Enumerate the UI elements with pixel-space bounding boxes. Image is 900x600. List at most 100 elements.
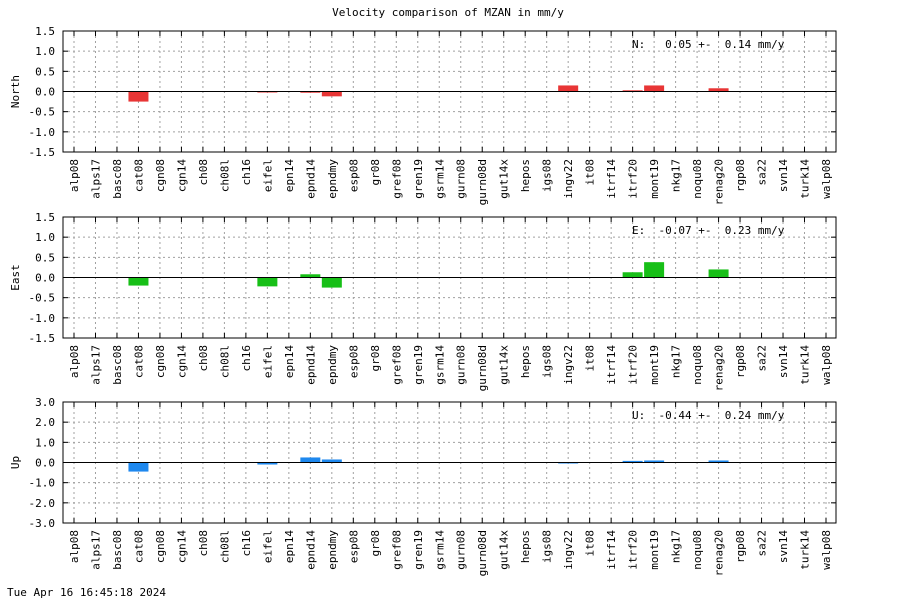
y-tick-label: -1.5: [29, 332, 56, 345]
x-tick-label-gr08: gr08: [369, 345, 382, 372]
x-tick-label-rgp08: rgp08: [734, 345, 747, 378]
x-tick-label-mont19: mont19: [648, 159, 661, 199]
x-tick-label-sa22: sa22: [756, 345, 769, 372]
x-tick-label-eifel: eifel: [261, 345, 274, 378]
y-tick-label: 2.0: [35, 416, 55, 429]
x-tick-label-cat08: cat08: [132, 345, 145, 378]
x-tick-label-svn14: svn14: [777, 530, 790, 563]
x-tick-label-itrf14: itrf14: [605, 530, 618, 570]
x-tick-label-epndmy: epndmy: [326, 159, 339, 199]
x-tick-label-turk14: turk14: [799, 159, 812, 199]
x-tick-label-sa22: sa22: [756, 530, 769, 557]
bar-up-cat08: [128, 462, 149, 472]
x-tick-label-alp08: alp08: [68, 345, 81, 378]
x-tick-label-renag20: renag20: [713, 530, 726, 576]
bar-east-epndmy: [321, 277, 342, 288]
x-tick-label-ingv22: ingv22: [562, 345, 575, 385]
bar-up-mont19: [644, 460, 665, 463]
x-tick-label-ingv22: ingv22: [562, 530, 575, 570]
x-tick-label-epn14: epn14: [283, 159, 296, 192]
x-tick-label-gsrm14: gsrm14: [433, 530, 446, 570]
bar-east-cat08: [128, 277, 149, 286]
x-tick-label-ingv22: ingv22: [562, 159, 575, 199]
x-tick-label-epnd14: epnd14: [304, 530, 317, 570]
x-tick-label-gurn08: gurn08: [455, 159, 468, 199]
x-tick-label-noqu08: noqu08: [691, 345, 704, 385]
panel-up: 3.0 2.0 1.0 0.0 -1.0 -2.0 -3.0 alp08 alps17 basc0…: [9, 396, 837, 576]
x-tick-label-cgn14: cgn14: [175, 530, 188, 563]
x-tick-label-it08: it08: [584, 345, 597, 372]
bar-up-renag20: [708, 460, 729, 463]
x-tick-label-ch08l: ch08l: [218, 159, 231, 192]
x-tick-label-alp08: alp08: [68, 159, 81, 192]
x-tick-label-gref08: gref08: [390, 159, 403, 199]
x-tick-label-alps17: alps17: [89, 345, 102, 385]
x-tick-label-cat08: cat08: [132, 159, 145, 192]
x-tick-label-cgn14: cgn14: [175, 345, 188, 378]
y-tick-label: 1.0: [35, 436, 55, 449]
bar-north-ingv22: [558, 85, 579, 92]
x-tick-label-ch16: ch16: [240, 530, 253, 557]
x-tick-label-gref08: gref08: [390, 345, 403, 385]
x-tick-label-nkg17: nkg17: [670, 530, 683, 563]
x-tick-label-epndmy: epndmy: [326, 530, 339, 570]
y-axis-label: East: [9, 264, 22, 291]
x-tick-label-itrf20: itrf20: [627, 345, 640, 385]
bar-north-cat08: [128, 91, 149, 102]
x-tick-label-itrf14: itrf14: [605, 345, 618, 385]
x-tick-label-itrf20: itrf20: [627, 159, 640, 199]
x-tick-label-gurn08d: gurn08d: [476, 159, 489, 205]
x-tick-label-noqu08: noqu08: [691, 530, 704, 570]
stats-annotation: N: 0.05 +- 0.14 mm/y: [632, 38, 785, 51]
y-tick-label: 0.0: [35, 86, 55, 99]
bar-up-eifel: [257, 462, 278, 465]
x-tick-label-ch16: ch16: [240, 345, 253, 372]
x-tick-label-ch16: ch16: [240, 159, 253, 186]
bar-north-mont19: [644, 85, 665, 92]
y-tick-label: 3.0: [35, 396, 55, 409]
bar-up-ingv22: [558, 462, 579, 464]
y-tick-label: -2.0: [29, 497, 56, 510]
y-tick-label: -1.5: [29, 146, 56, 159]
bar-east-mont19: [644, 262, 665, 278]
x-tick-label-gurn08d: gurn08d: [476, 345, 489, 391]
x-tick-label-gren19: gren19: [412, 159, 425, 199]
y-tick-label: 0.5: [35, 251, 55, 264]
x-tick-label-igs08: igs08: [541, 530, 554, 563]
x-tick-label-cgn08: cgn08: [154, 159, 167, 192]
bar-east-epnd14: [300, 274, 321, 278]
y-tick-label: 1.0: [35, 45, 55, 58]
x-tick-label-svn14: svn14: [777, 345, 790, 378]
x-tick-label-epnd14: epnd14: [304, 159, 317, 199]
x-tick-label-itrf14: itrf14: [605, 159, 618, 199]
x-tick-label-noqu08: noqu08: [691, 159, 704, 199]
y-tick-label: -1.0: [29, 312, 56, 325]
x-tick-label-walp08: walp08: [820, 345, 833, 385]
x-tick-label-sa22: sa22: [756, 159, 769, 186]
x-tick-label-epndmy: epndmy: [326, 345, 339, 385]
x-tick-label-gr08: gr08: [369, 530, 382, 557]
panel-east: 1.5 1.0 0.5 0.0 -0.5 -1.0 -1.5 alp08 alps17 basc0…: [9, 211, 837, 391]
x-tick-label-gut14x: gut14x: [498, 530, 511, 570]
x-tick-label-ch08l: ch08l: [218, 345, 231, 378]
x-tick-label-cgn14: cgn14: [175, 159, 188, 192]
x-tick-label-epnd14: epnd14: [304, 345, 317, 385]
x-tick-label-eifel: eifel: [261, 530, 274, 563]
y-tick-label: 1.5: [35, 211, 55, 224]
y-tick-label: -0.5: [29, 292, 56, 305]
x-tick-label-epn14: epn14: [283, 530, 296, 563]
x-tick-label-gr08: gr08: [369, 159, 382, 186]
y-tick-label: 0.0: [35, 272, 55, 285]
x-tick-label-nkg17: nkg17: [670, 345, 683, 378]
bar-north-itrf20: [622, 90, 643, 92]
x-tick-label-cgn08: cgn08: [154, 530, 167, 563]
x-tick-label-gren19: gren19: [412, 345, 425, 385]
x-tick-label-gsrm14: gsrm14: [433, 159, 446, 199]
y-tick-label: -0.5: [29, 106, 56, 119]
x-tick-label-gurn08: gurn08: [455, 530, 468, 570]
x-tick-label-ch08l: ch08l: [218, 530, 231, 563]
x-tick-label-basc08: basc08: [111, 530, 124, 570]
y-tick-label: 0.0: [35, 457, 55, 470]
x-tick-label-svn14: svn14: [777, 159, 790, 192]
